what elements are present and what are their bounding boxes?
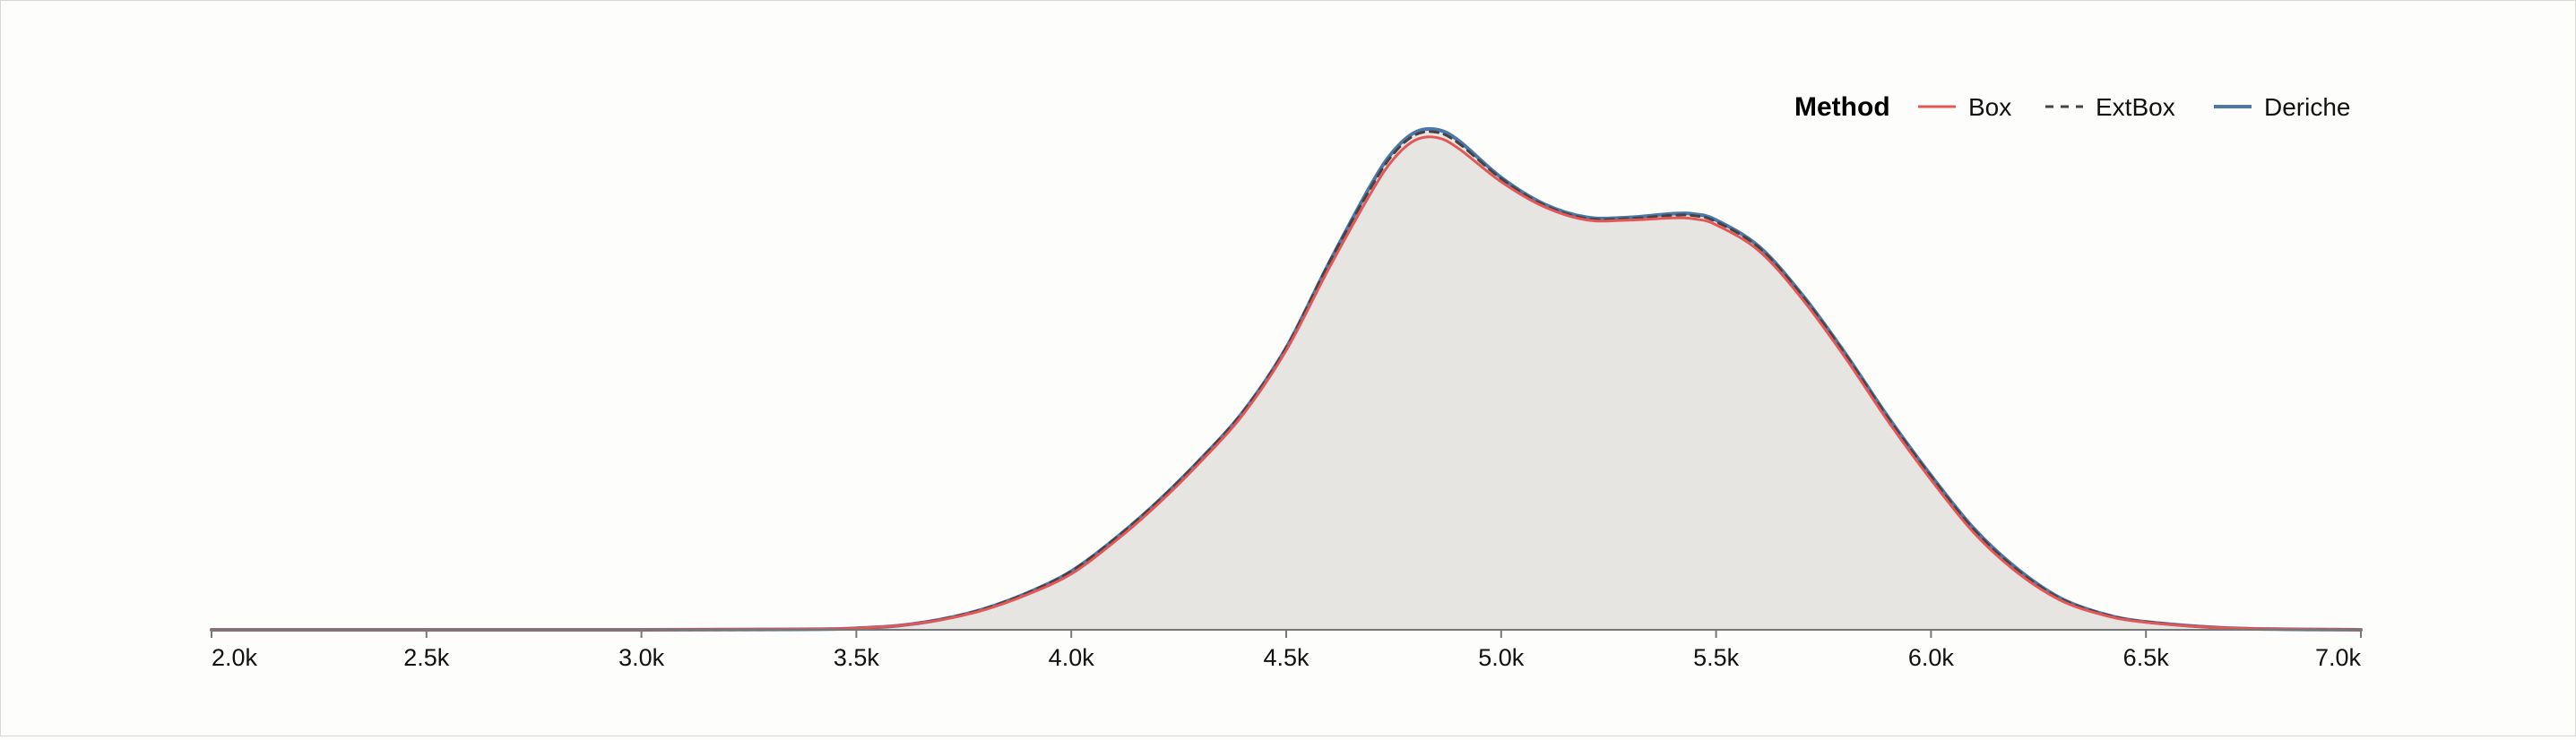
x-tick-label: 6.5k	[2123, 644, 2170, 671]
series-line-box	[210, 135, 2363, 632]
x-tick-label: 3.5k	[834, 644, 880, 671]
legend-label-extbox: ExtBox	[2096, 93, 2175, 121]
density-area	[212, 128, 2361, 631]
legend-label-box: Box	[1968, 93, 2011, 121]
x-tick-label: 5.5k	[1693, 644, 1740, 671]
x-tick-label: 7.0k	[2315, 644, 2362, 671]
x-tick-label: 6.0k	[1908, 644, 1955, 671]
legend-title: Method	[1794, 92, 1890, 122]
line-layer	[210, 126, 2363, 632]
legend: Method Box ExtBox Deriche	[1794, 92, 2350, 122]
x-tick-label: 4.0k	[1049, 644, 1095, 671]
x-tick-label: 3.0k	[618, 644, 665, 671]
area-layer	[212, 128, 2361, 631]
x-tick-label: 2.5k	[403, 644, 450, 671]
x-axis: 2.0k 2.5k 3.0k 3.5k 4.0k 4.5k 5.0k 5.5k 6.0k 6.5k…	[211, 629, 2362, 671]
x-tick-label: 2.0k	[212, 644, 258, 671]
x-tick-label: 4.5k	[1263, 644, 1310, 671]
x-tick-label: 5.0k	[1478, 644, 1525, 671]
legend-label-deriche: Deriche	[2264, 93, 2350, 121]
